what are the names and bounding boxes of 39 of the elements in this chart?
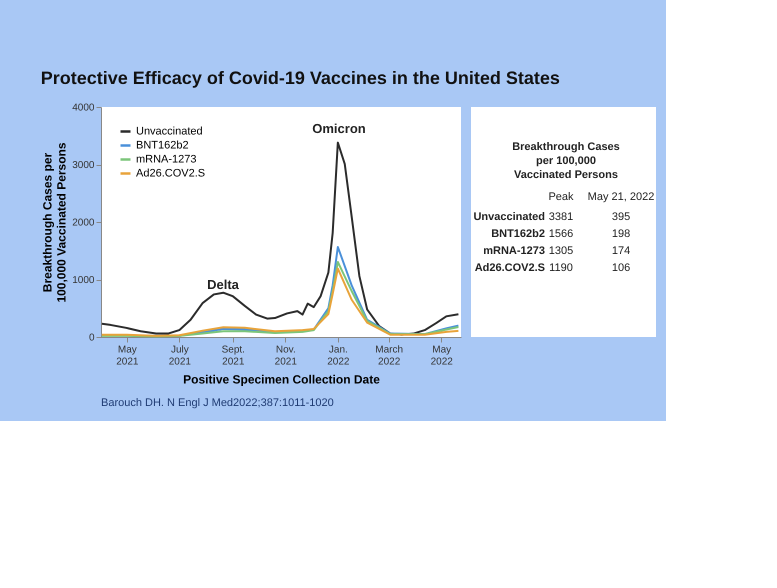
- text: per 100,000: [536, 155, 596, 167]
- legend-label: mRNA-1273: [136, 154, 197, 166]
- y-tick-label: 0: [88, 332, 95, 344]
- x-tick-label: Jan. 2022: [327, 344, 350, 368]
- text: Barouch DH. N Engl J Med2022;387:1011-1020: [101, 397, 334, 409]
- text: 3381: [548, 211, 574, 223]
- x-axis-title: Positive Specimen Collection Date: [183, 372, 380, 386]
- x-tick-label: Nov. 2021: [274, 344, 298, 368]
- y-axis-title: Breakthrough Cases per 100,000 Vaccinated Persons: [40, 142, 68, 303]
- legend-label: BNT162b2: [136, 140, 189, 152]
- annotation: Delta: [207, 277, 240, 292]
- x-tick-label: May 2021: [116, 344, 139, 368]
- x-tick-label: Sept. 2021: [222, 344, 245, 368]
- text: Unvaccinated: [473, 211, 545, 223]
- legend-label: Ad26.COV2.S: [136, 168, 206, 180]
- y-tick-label: 2000: [72, 218, 95, 228]
- text: 198: [612, 228, 630, 240]
- y-tick-label: 4000: [72, 102, 95, 114]
- text: Peak: [548, 191, 574, 203]
- text: May 21, 2022: [588, 191, 654, 203]
- chart-title: Protective Efficacy of Covid-19 Vaccines in the United States: [40, 68, 560, 88]
- x-tick-label: July 2021: [168, 344, 192, 368]
- annotation: Omicron: [312, 121, 366, 136]
- text: Vaccinated Persons: [514, 169, 618, 181]
- text: mRNA-1273: [483, 245, 545, 257]
- legend-label: Unvaccinated: [136, 126, 203, 138]
- x-tick-label: May 2022: [430, 344, 454, 368]
- text: 395: [612, 211, 630, 223]
- text: BNT162b2: [491, 228, 545, 240]
- text: 174: [612, 245, 630, 257]
- x-tick-label: March 2022: [375, 344, 404, 368]
- y-tick-label: 1000: [72, 275, 95, 286]
- text: 1190: [549, 262, 573, 274]
- text: 1305: [548, 245, 574, 257]
- text: 106: [612, 262, 630, 274]
- y-tick-label: 3000: [72, 160, 95, 171]
- text: Ad26.COV2.S: [474, 262, 545, 274]
- text: Breakthrough Cases: [512, 141, 620, 153]
- text: 1566: [548, 228, 574, 240]
